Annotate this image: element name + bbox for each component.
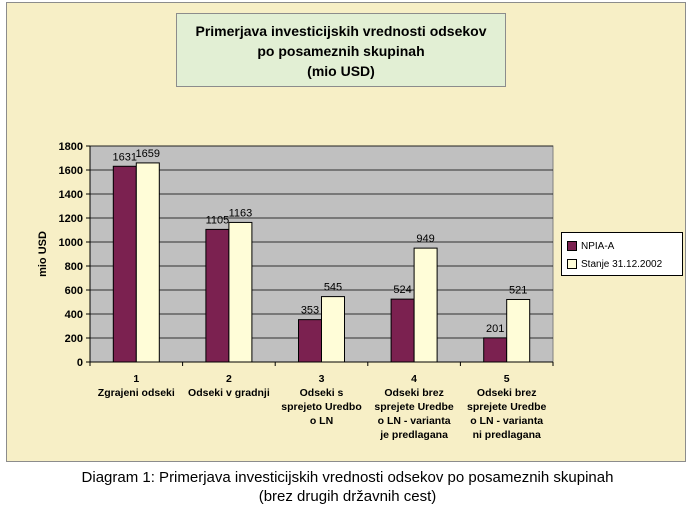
data-label: 545 — [324, 282, 342, 294]
legend-label-stanje: Stanje 31.12.2002 — [581, 258, 663, 270]
data-label: 524 — [393, 284, 411, 296]
x-tick-label: Odseki v gradnji — [188, 387, 270, 399]
x-tick-label: je predlagana — [379, 429, 448, 441]
chart-title: Primerjava investicijskih vrednosti odse… — [176, 13, 506, 87]
bar — [135, 162, 160, 363]
data-label: 353 — [301, 305, 319, 317]
bar — [390, 298, 415, 363]
legend-item-stanje: Stanje 31.12.2002 — [567, 255, 677, 273]
bar — [483, 337, 508, 363]
data-label: 1105 — [206, 214, 230, 226]
legend-swatch-npia — [567, 241, 577, 251]
legend-label-npia: NPIA-A — [581, 240, 615, 252]
chart-legend: NPIA-A Stanje 31.12.2002 — [561, 232, 683, 276]
y-tick-label: 800 — [65, 261, 83, 273]
figure-caption: Diagram 1: Primerjava investicijskih vre… — [0, 468, 695, 506]
y-tick-label: 1800 — [59, 141, 83, 153]
y-tick-label: 1200 — [59, 213, 83, 225]
x-tick-label: Odseki s — [300, 387, 344, 399]
x-tick-label: o LN — [310, 415, 333, 427]
bar — [321, 296, 345, 363]
data-label: 1631 — [113, 151, 137, 163]
x-tick-label: sprejete Uredbe — [374, 401, 454, 413]
bar — [298, 319, 322, 363]
chart-title-line-3: (mio USD) — [307, 63, 375, 79]
data-label: 1163 — [229, 207, 253, 219]
caption-line-1: Diagram 1: Primerjava investicijskih vre… — [81, 469, 614, 486]
chart-title-line-1: Primerjava investicijskih vrednosti odse… — [195, 23, 487, 39]
bar — [228, 221, 253, 363]
chart-title-line-2: po posameznih skupinah — [257, 43, 425, 59]
x-tick-label: Odseki brez — [477, 387, 537, 399]
bar — [506, 298, 531, 363]
bar — [205, 228, 230, 363]
y-tick-label: 0 — [77, 357, 83, 369]
bar — [413, 247, 438, 363]
x-tick-label: Zgrajeni odseki — [98, 387, 175, 399]
x-tick-label: o LN - varianta — [470, 415, 543, 427]
x-tick-label: 3 — [319, 373, 325, 385]
x-tick-label: 4 — [411, 373, 417, 385]
y-tick-label: 1600 — [59, 165, 83, 177]
y-axis-label: mio USD — [37, 231, 49, 277]
x-tick-label: o LN - varianta — [378, 415, 451, 427]
y-tick-label: 600 — [65, 285, 83, 297]
data-label: 949 — [416, 233, 434, 245]
y-tick-label: 200 — [65, 333, 83, 345]
y-tick-label: 400 — [65, 309, 83, 321]
data-label: 521 — [509, 284, 527, 296]
legend-swatch-stanje — [567, 259, 577, 269]
x-tick-label: 2 — [226, 373, 232, 385]
caption-line-2: (brez drugih državnih cest) — [258, 488, 437, 505]
x-tick-label: sprejete Uredbe — [467, 401, 547, 413]
x-tick-label: 1 — [133, 373, 139, 385]
data-label: 201 — [486, 323, 504, 335]
data-label: 1659 — [136, 148, 160, 160]
x-tick-label: ni predlagana — [473, 429, 541, 441]
bar — [112, 165, 137, 363]
y-tick-label: 1400 — [59, 189, 83, 201]
x-tick-label: sprejeto Uredbo — [281, 401, 362, 413]
y-tick-label: 1000 — [59, 237, 83, 249]
x-tick-label: 5 — [504, 373, 510, 385]
x-tick-label: Odseki brez — [384, 387, 444, 399]
legend-item-npia: NPIA-A — [567, 237, 677, 255]
